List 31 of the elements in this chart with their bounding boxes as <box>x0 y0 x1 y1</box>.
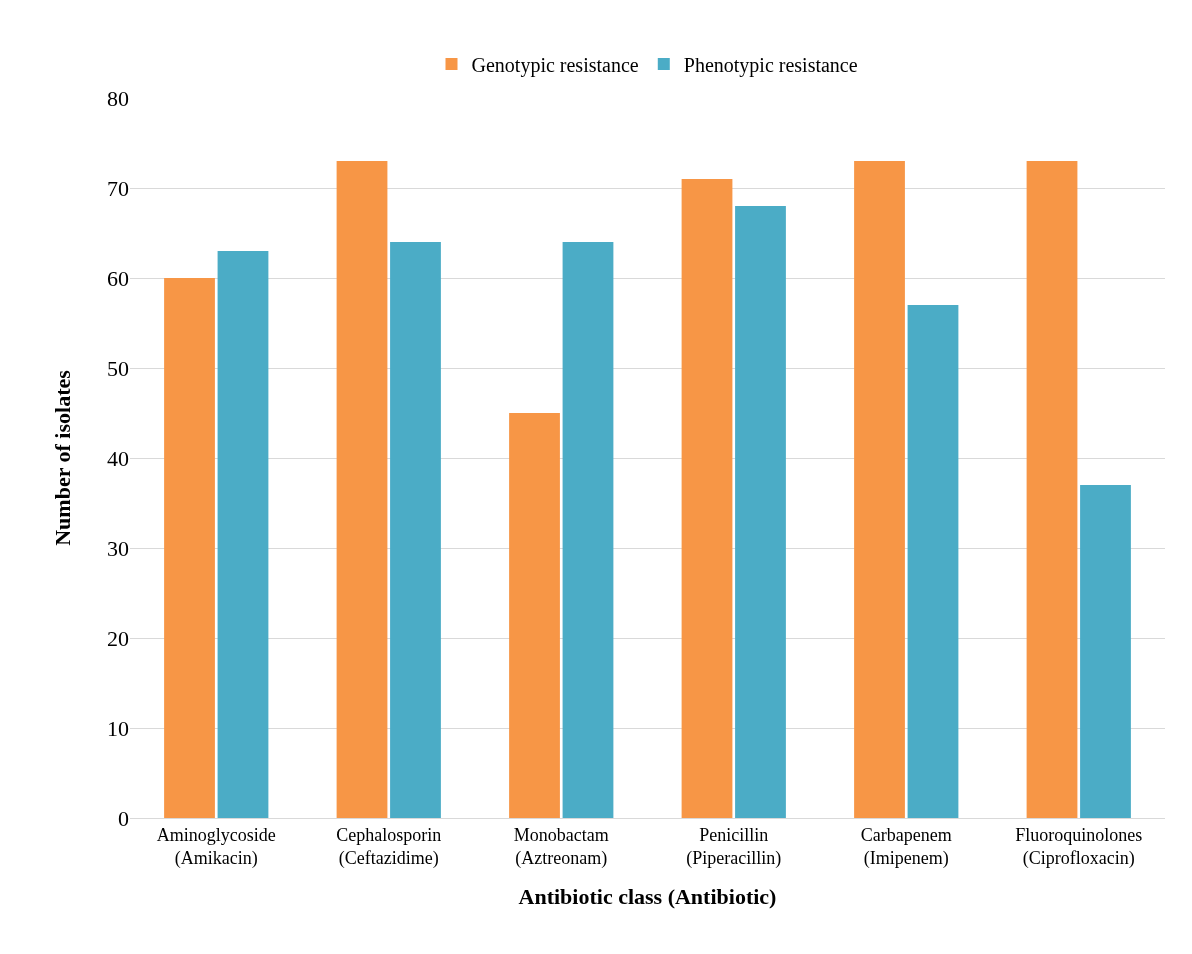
x-tick-label: Fluoroquinolones (Ciprofloxacin) <box>1015 824 1143 869</box>
legend-label: Genotypic resistance <box>471 53 639 77</box>
bar <box>681 179 733 818</box>
x-tick-label: Penicillin (Piperacillin) <box>686 824 782 869</box>
y-tick-label: 20 <box>107 625 129 651</box>
bar <box>509 413 560 818</box>
y-tick-label: 70 <box>107 175 129 201</box>
y-tick-label: 60 <box>107 265 129 291</box>
bar <box>1026 161 1078 818</box>
y-tick-label: 30 <box>107 535 129 561</box>
x-axis-title: Antibiotic class (Antibiotic) <box>518 883 777 909</box>
bar <box>854 161 905 818</box>
x-tick-label: Aminoglycoside (Amikacin) <box>156 824 276 869</box>
x-tick-label: Monobactam (Aztreonam) <box>513 824 609 869</box>
bar <box>1080 485 1131 818</box>
y-tick-label: 40 <box>107 445 129 471</box>
bar <box>390 242 441 818</box>
y-tick-label: 50 <box>107 355 129 381</box>
y-tick-label: 10 <box>107 715 129 741</box>
bar <box>735 206 786 818</box>
y-tick-label: 0 <box>118 805 129 831</box>
bar <box>336 161 388 818</box>
bar <box>562 242 614 818</box>
bar <box>217 251 269 818</box>
x-tick-label: Carbapenem (Imipenem) <box>860 824 952 869</box>
y-tick-label: 80 <box>107 85 129 111</box>
bar <box>164 278 215 818</box>
y-axis-title: Number of isolates <box>49 369 75 546</box>
x-tick-label: Cephalosporin (Ceftazidime) <box>336 824 442 869</box>
bar <box>907 305 959 818</box>
legend-label: Phenotypic resistance <box>683 53 858 77</box>
